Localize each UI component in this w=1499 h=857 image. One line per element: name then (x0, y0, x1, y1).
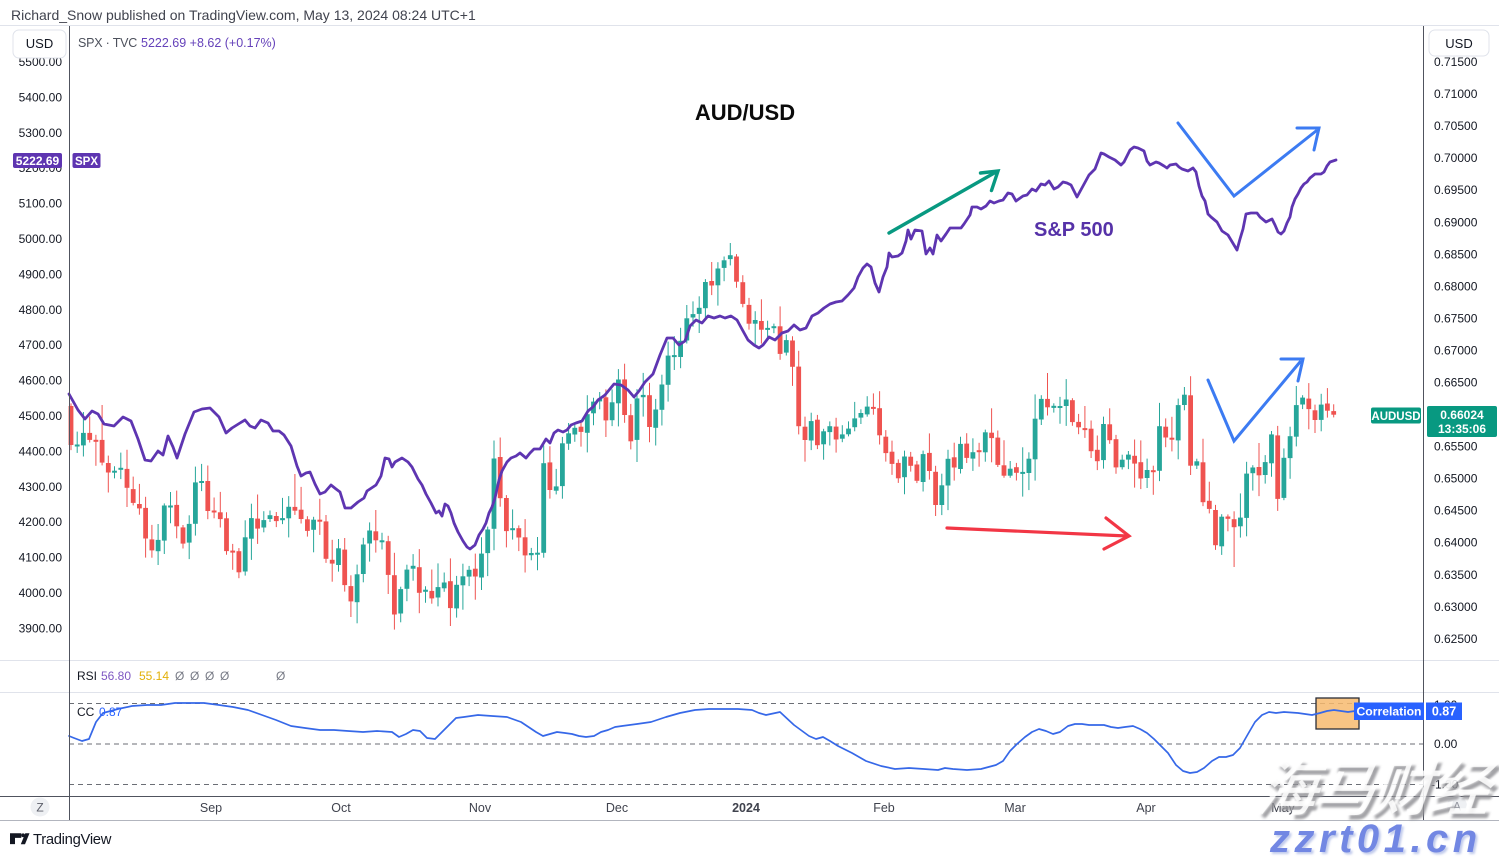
svg-text:0.67500: 0.67500 (1434, 311, 1478, 325)
svg-text:USD: USD (1445, 36, 1472, 51)
svg-text:0.87: 0.87 (1432, 705, 1456, 719)
svg-text:TradingView: TradingView (33, 832, 112, 848)
svg-text:Ø: Ø (205, 669, 214, 683)
svg-text:4900.00: 4900.00 (19, 267, 63, 281)
svg-text:Ø: Ø (276, 669, 285, 683)
svg-text:5222.69: 5222.69 (16, 154, 60, 168)
svg-text:0.68500: 0.68500 (1434, 247, 1478, 261)
svg-text:0.64500: 0.64500 (1434, 504, 1478, 518)
svg-text:Ø: Ø (190, 669, 199, 683)
svg-text:Feb: Feb (873, 801, 895, 815)
svg-text:5400.00: 5400.00 (19, 90, 63, 104)
svg-text:0.66500: 0.66500 (1434, 376, 1478, 390)
svg-text:0.63500: 0.63500 (1434, 568, 1478, 582)
svg-text:Richard_Snow published on Trad: Richard_Snow published on TradingView.co… (11, 7, 476, 23)
svg-text:Sep: Sep (200, 801, 222, 815)
svg-text:AUDUSD: AUDUSD (1371, 411, 1420, 423)
svg-text:0.65000: 0.65000 (1434, 472, 1478, 486)
svg-text:0.62500: 0.62500 (1434, 632, 1478, 646)
svg-text:Mar: Mar (1004, 801, 1026, 815)
svg-text:0.63000: 0.63000 (1434, 600, 1478, 614)
svg-text:0.87: 0.87 (99, 705, 123, 719)
svg-text:Z: Z (36, 801, 43, 815)
svg-text:SPX: SPX (75, 156, 98, 168)
svg-text:0.67000: 0.67000 (1434, 343, 1478, 357)
svg-text:3900.00: 3900.00 (19, 621, 63, 635)
svg-text:4000.00: 4000.00 (19, 586, 63, 600)
svg-text:0.71000: 0.71000 (1434, 87, 1478, 101)
svg-text:4400.00: 4400.00 (19, 444, 63, 458)
svg-text:Nov: Nov (469, 801, 492, 815)
svg-text:0.70500: 0.70500 (1434, 119, 1478, 133)
svg-text:0.69500: 0.69500 (1434, 183, 1478, 197)
svg-text:5300.00: 5300.00 (19, 126, 63, 140)
svg-text:4200.00: 4200.00 (19, 515, 63, 529)
svg-text:55.14: 55.14 (139, 669, 169, 683)
svg-text:zzrt01.cn: zzrt01.cn (1269, 817, 1482, 857)
svg-text:13:35:06: 13:35:06 (1438, 422, 1486, 436)
svg-text:RSI: RSI (77, 669, 97, 683)
svg-text:4800.00: 4800.00 (19, 303, 63, 317)
svg-text:AUD/USD: AUD/USD (695, 100, 795, 125)
svg-text:S&P 500: S&P 500 (1034, 219, 1114, 241)
svg-text:4600.00: 4600.00 (19, 374, 63, 388)
svg-text:5222.69 +8.62 (+0.17%): 5222.69 +8.62 (+0.17%) (141, 36, 276, 50)
svg-text:Correlation: Correlation (1356, 705, 1421, 719)
svg-text:0.69000: 0.69000 (1434, 215, 1478, 229)
svg-text:0.71500: 0.71500 (1434, 55, 1478, 69)
svg-text:Dec: Dec (606, 801, 628, 815)
svg-text:0.66024: 0.66024 (1440, 408, 1484, 422)
svg-text:USD: USD (26, 36, 53, 51)
svg-text:0.70000: 0.70000 (1434, 151, 1478, 165)
svg-text:CC: CC (77, 705, 95, 719)
svg-text:A: A (1453, 800, 1461, 814)
svg-text:4100.00: 4100.00 (19, 551, 63, 565)
svg-text:0.65500: 0.65500 (1434, 440, 1478, 454)
svg-text:SPX · TVC: SPX · TVC (78, 36, 137, 50)
svg-text:0.64000: 0.64000 (1434, 536, 1478, 550)
svg-text:Ø: Ø (175, 669, 184, 683)
svg-text:5000.00: 5000.00 (19, 232, 63, 246)
svg-text:0.00: 0.00 (1434, 737, 1458, 751)
svg-text:2024: 2024 (732, 801, 760, 815)
svg-text:4500.00: 4500.00 (19, 409, 63, 423)
svg-text:Oct: Oct (331, 801, 351, 815)
svg-text:5100.00: 5100.00 (19, 197, 63, 211)
svg-text:Ø: Ø (220, 669, 229, 683)
svg-text:4300.00: 4300.00 (19, 480, 63, 494)
svg-text:56.80: 56.80 (101, 669, 131, 683)
svg-text:4700.00: 4700.00 (19, 338, 63, 352)
svg-text:Apr: Apr (1136, 801, 1155, 815)
svg-text:0.68000: 0.68000 (1434, 279, 1478, 293)
